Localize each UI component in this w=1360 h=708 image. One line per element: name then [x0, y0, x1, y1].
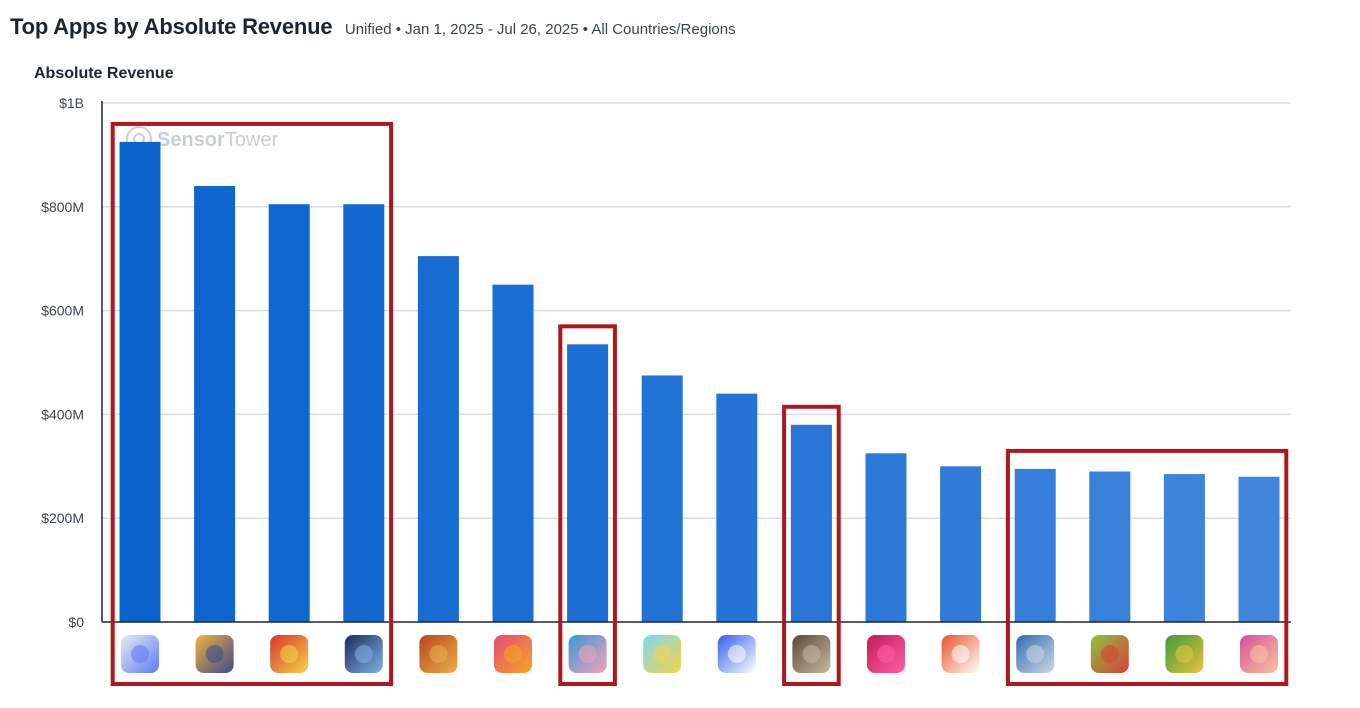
app-icon-emblem [1250, 645, 1268, 663]
chart-title: Top Apps by Absolute Revenue [10, 14, 333, 39]
app-icon-8[interactable] [643, 635, 682, 673]
y-tick-label: $600M [41, 303, 84, 319]
y-tick-label: $0 [68, 614, 84, 630]
app-icon-emblem [802, 645, 821, 663]
app-icon-2[interactable] [195, 635, 234, 673]
app-icon-7[interactable] [568, 635, 607, 673]
app-icon-emblem [504, 645, 522, 663]
bar[interactable] [940, 466, 982, 622]
bar[interactable] [567, 344, 609, 622]
app-icon-11[interactable] [867, 635, 905, 673]
bar[interactable] [194, 186, 236, 623]
app-icon-emblem [1026, 645, 1045, 663]
bar[interactable] [492, 284, 534, 622]
highlight-box [782, 404, 841, 686]
y-axis-ticks: $0 $200M $400M $600M $800M $1B [41, 95, 84, 630]
y-axis-label: Absolute Revenue [34, 65, 174, 82]
app-icon-3[interactable] [270, 635, 309, 673]
bar[interactable] [1089, 471, 1131, 622]
app-icon-emblem [1100, 645, 1119, 663]
app-icon-emblem [1175, 645, 1194, 663]
app-icon-emblem [951, 645, 970, 663]
highlight-box [558, 324, 617, 686]
bar[interactable] [790, 424, 832, 622]
y-tick-label: $1B [59, 95, 84, 111]
bars [119, 141, 1280, 623]
app-icons [121, 635, 1278, 673]
bar[interactable] [268, 204, 310, 622]
app-icon-emblem [280, 645, 299, 663]
app-icon-12[interactable] [941, 635, 980, 673]
app-icon-5[interactable] [419, 635, 458, 673]
bar[interactable] [343, 204, 385, 622]
bar[interactable] [1014, 468, 1056, 622]
app-icon-emblem [131, 645, 149, 663]
y-tick-label: $200M [41, 510, 84, 526]
y-tick-label: $800M [41, 199, 84, 215]
y-tick-label: $400M [41, 406, 84, 422]
bar[interactable] [1238, 476, 1280, 622]
highlight-box [1005, 448, 1289, 686]
highlight-boxes [110, 121, 1289, 687]
app-icon-9[interactable] [717, 635, 756, 673]
app-icon-6[interactable] [494, 635, 532, 673]
chart-subtitle: Unified • Jan 1, 2025 - Jul 26, 2025 • A… [344, 21, 736, 38]
watermark-text: SensorTower [157, 129, 279, 151]
app-icon-14[interactable] [1090, 635, 1129, 673]
app-icon-emblem [205, 645, 224, 663]
app-icon-emblem [429, 645, 448, 663]
chart-header: Top Apps by Absolute Revenue Unified • J… [10, 14, 736, 40]
bar[interactable] [417, 256, 459, 622]
app-icon-10[interactable] [792, 635, 831, 673]
app-icon-emblem [578, 645, 597, 663]
app-icon-emblem [727, 645, 746, 663]
app-icon-13[interactable] [1016, 635, 1055, 673]
app-icon-emblem [877, 645, 895, 663]
watermark-brand-b: Tower [225, 129, 279, 151]
bar[interactable] [641, 375, 683, 622]
app-icon-4[interactable] [344, 635, 383, 673]
app-icon-emblem [653, 645, 672, 663]
watermark-brand-a: Sensor [157, 129, 225, 151]
app-icon-16[interactable] [1240, 635, 1278, 673]
highlight-box [110, 121, 394, 687]
app-icon-emblem [354, 645, 373, 663]
bar[interactable] [865, 453, 907, 622]
bar[interactable] [1163, 474, 1205, 622]
app-icon-15[interactable] [1165, 635, 1204, 673]
app-icon-1[interactable] [121, 635, 159, 673]
bar[interactable] [119, 141, 161, 623]
bar[interactable] [716, 393, 758, 622]
